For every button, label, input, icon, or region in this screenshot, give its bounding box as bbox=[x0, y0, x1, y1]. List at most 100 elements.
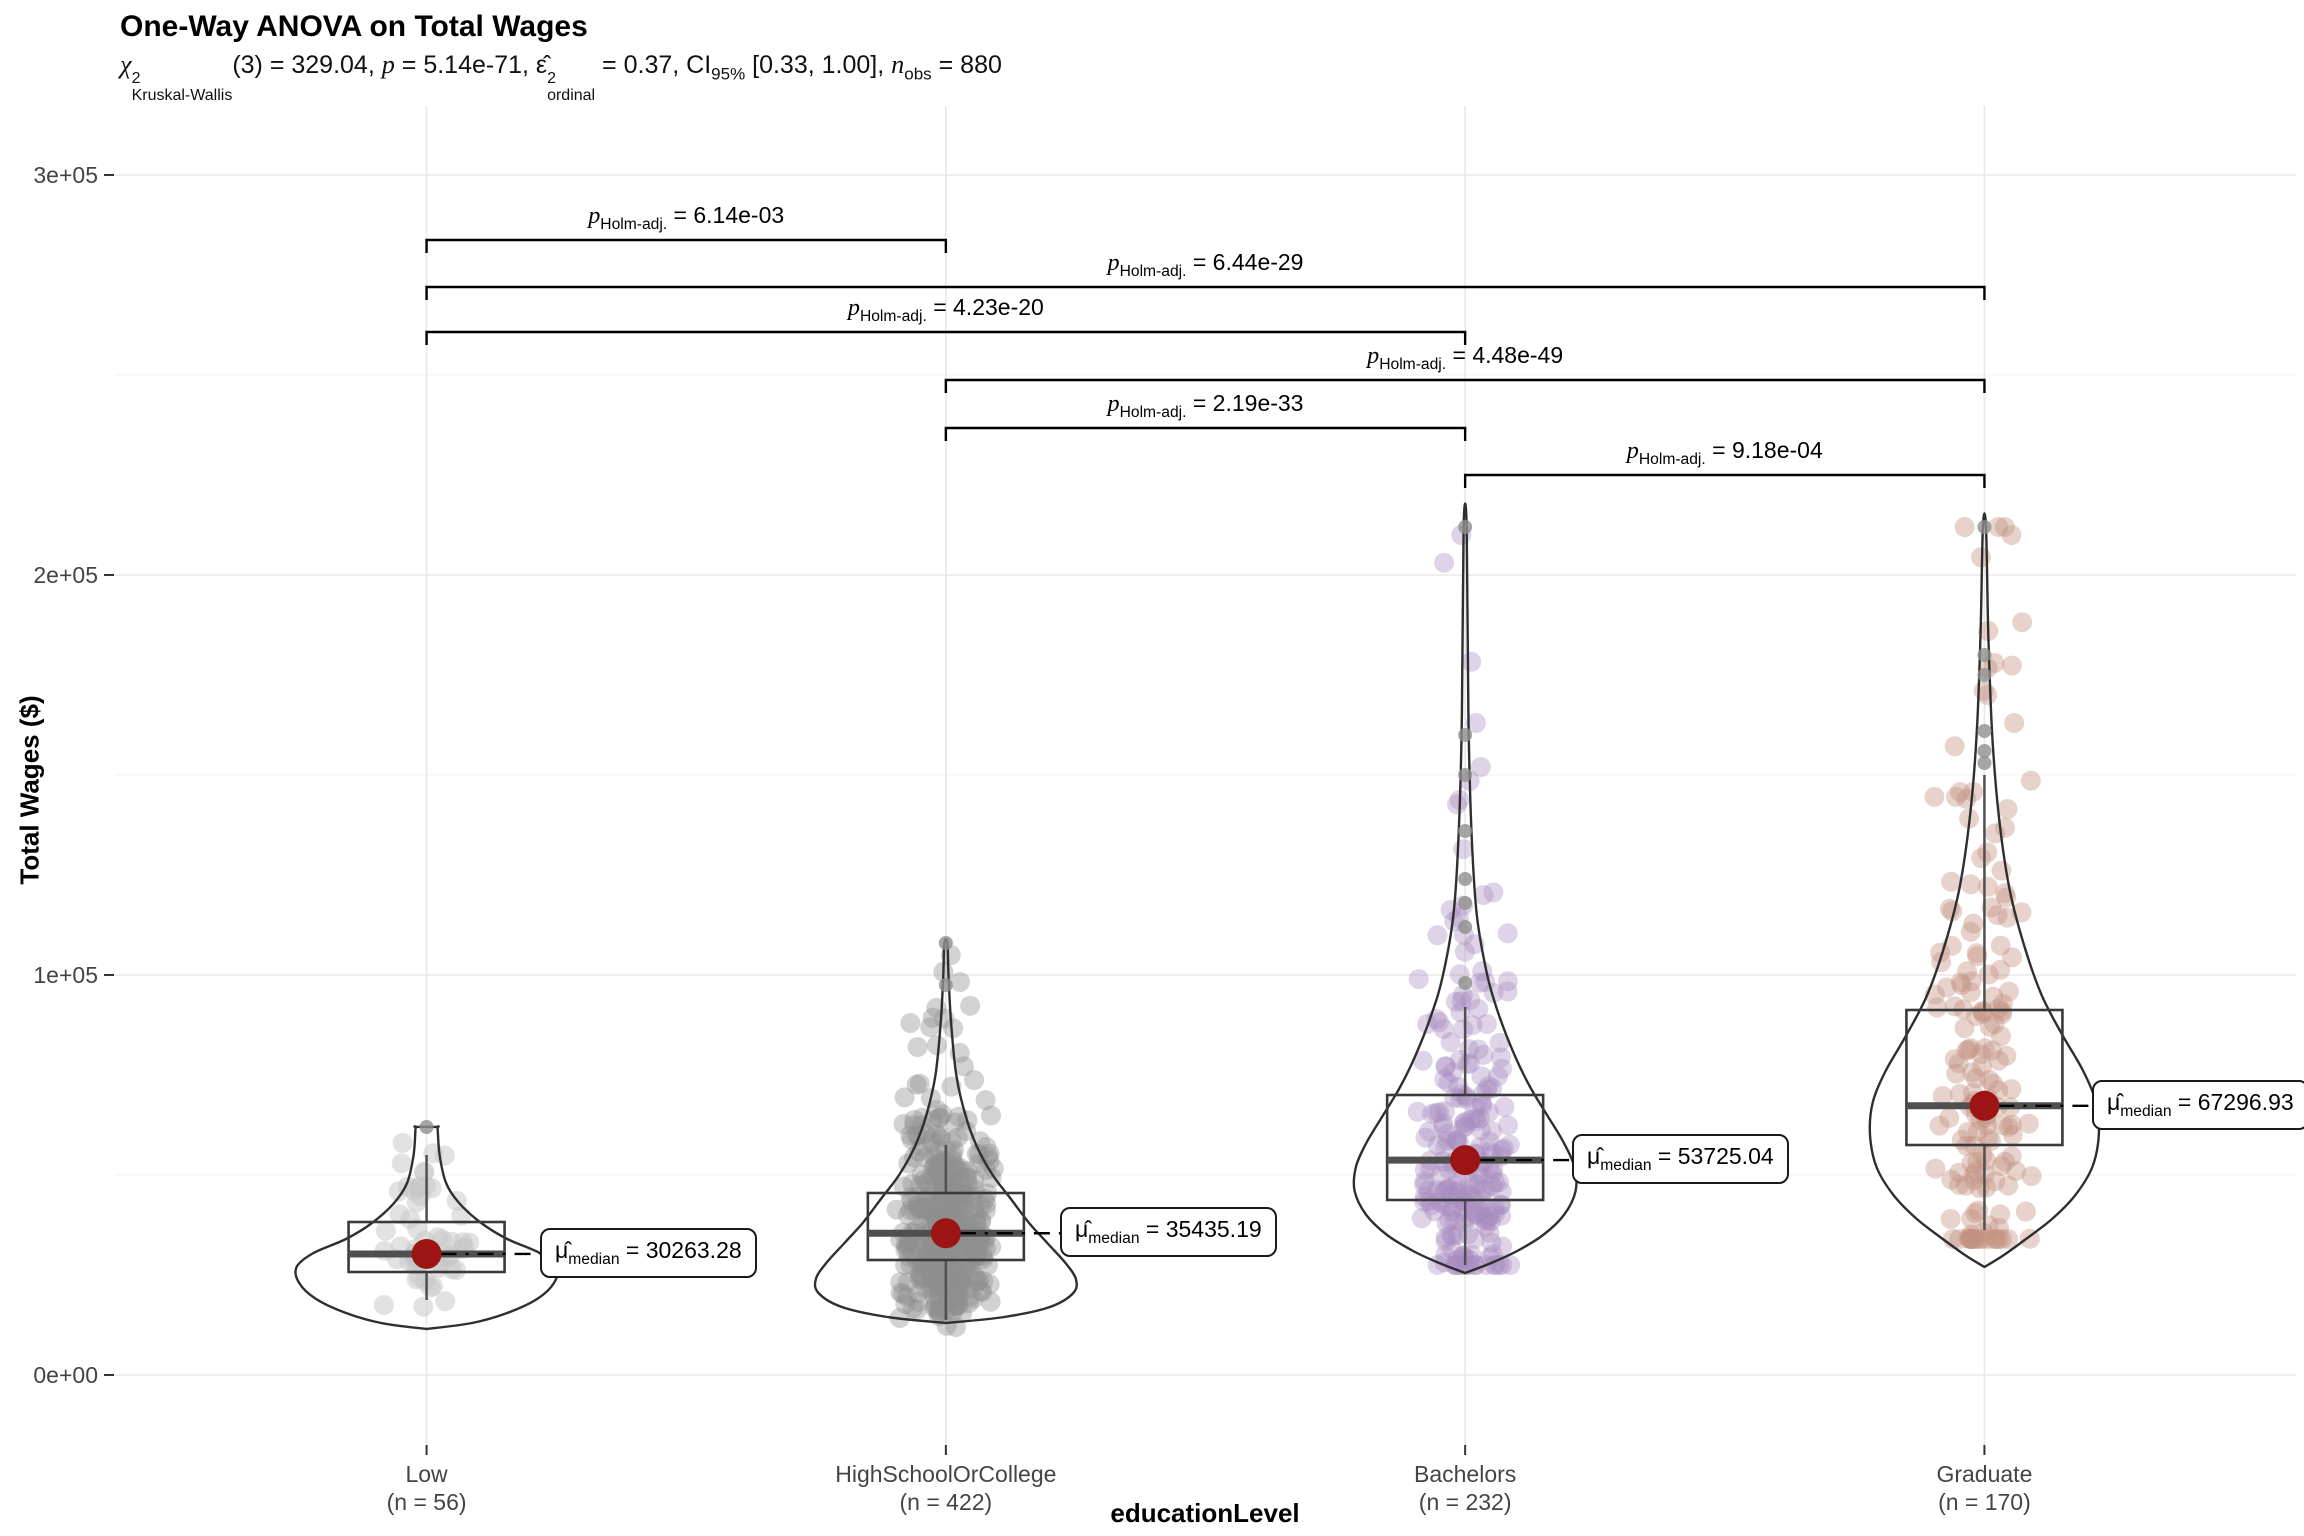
data-point bbox=[953, 1236, 974, 1257]
data-point bbox=[1485, 1172, 1506, 1193]
data-point bbox=[1477, 1210, 1498, 1231]
comparison-bracket bbox=[1463, 473, 1986, 488]
data-point bbox=[937, 1243, 958, 1264]
data-point bbox=[893, 1114, 914, 1134]
data-point bbox=[1990, 959, 2011, 980]
data-point bbox=[1476, 1079, 1497, 1100]
data-point bbox=[934, 1175, 955, 1196]
data-point bbox=[2012, 612, 2033, 633]
data-point bbox=[391, 1153, 412, 1174]
data-point bbox=[1414, 1171, 1435, 1192]
data-point bbox=[934, 1176, 955, 1197]
data-point bbox=[1939, 1107, 1960, 1128]
data-point bbox=[927, 1100, 948, 1120]
data-point bbox=[1437, 1179, 1458, 1200]
data-point bbox=[931, 1126, 952, 1146]
comparison-p-label: pHolm-adj. = 4.23e-20 bbox=[847, 294, 1044, 325]
x-category-label: Graduate (n = 170) bbox=[1936, 1461, 2033, 1515]
data-point bbox=[944, 1160, 965, 1181]
data-point bbox=[1491, 1205, 1512, 1226]
data-point bbox=[902, 1173, 923, 1194]
data-point bbox=[940, 1199, 961, 1220]
data-point bbox=[932, 1263, 953, 1284]
data-point bbox=[1459, 1174, 1480, 1195]
data-point bbox=[1497, 971, 1518, 992]
data-point bbox=[945, 1112, 966, 1133]
data-point bbox=[1412, 1050, 1433, 1071]
data-point bbox=[1494, 1096, 1515, 1117]
data-point bbox=[1965, 1203, 1986, 1223]
data-point bbox=[1979, 1016, 2000, 1037]
data-point bbox=[950, 972, 971, 992]
data-point bbox=[922, 1276, 943, 1297]
data-point bbox=[1481, 1232, 1502, 1253]
data-point bbox=[926, 1159, 947, 1180]
data-point bbox=[1478, 1102, 1499, 1123]
data-point bbox=[1444, 1210, 1465, 1231]
data-point bbox=[907, 1251, 928, 1272]
data-point bbox=[1429, 1102, 1450, 1123]
group-low bbox=[294, 1120, 559, 1331]
data-point bbox=[1450, 1088, 1470, 1109]
data-point bbox=[924, 1297, 945, 1318]
data-point bbox=[1464, 1173, 1485, 1194]
data-point bbox=[1961, 971, 1982, 992]
data-point bbox=[1446, 1250, 1467, 1271]
data-point bbox=[1961, 1224, 1981, 1245]
data-point bbox=[1489, 1255, 1510, 1275]
data-point bbox=[915, 1190, 935, 1211]
comparison-bracket bbox=[425, 238, 948, 253]
data-point bbox=[964, 1070, 985, 1090]
data-point bbox=[957, 1278, 978, 1299]
data-point bbox=[1408, 969, 1429, 990]
data-point bbox=[927, 1164, 948, 1185]
data-point bbox=[1997, 907, 2018, 928]
data-point bbox=[933, 1260, 954, 1281]
data-point bbox=[915, 1234, 936, 1255]
data-point bbox=[1494, 1138, 1515, 1159]
data-point bbox=[914, 1213, 935, 1234]
data-point bbox=[1924, 786, 1945, 807]
data-point bbox=[932, 1186, 953, 1207]
data-point bbox=[956, 1184, 977, 1205]
data-point bbox=[2020, 770, 2041, 791]
data-point bbox=[940, 1198, 961, 1219]
data-point bbox=[1941, 871, 1962, 892]
data-point bbox=[970, 1131, 990, 1152]
data-point bbox=[2006, 1160, 2026, 1181]
data-point bbox=[1472, 1179, 1493, 1200]
data-point bbox=[945, 1186, 966, 1207]
data-point bbox=[926, 1148, 947, 1169]
data-point bbox=[1492, 1058, 1513, 1079]
data-point bbox=[907, 1037, 928, 1057]
data-point bbox=[2001, 1146, 2022, 1167]
data-point bbox=[1453, 1200, 1474, 1221]
box bbox=[347, 1220, 506, 1274]
data-point bbox=[933, 1275, 954, 1296]
data-point bbox=[966, 1205, 987, 1226]
data-point bbox=[1430, 1165, 1451, 1186]
data-point bbox=[1951, 975, 1972, 996]
data-point bbox=[925, 1271, 946, 1292]
data-point bbox=[923, 1242, 944, 1263]
data-point bbox=[904, 1147, 925, 1168]
group-highschoolorcollege bbox=[813, 936, 1078, 1337]
data-point bbox=[1971, 848, 1992, 868]
data-point bbox=[965, 1179, 986, 1200]
data-point bbox=[1460, 1109, 1481, 1130]
data-point bbox=[923, 1157, 944, 1178]
data-point bbox=[1490, 1047, 1511, 1068]
data-point bbox=[911, 1267, 931, 1288]
data-point bbox=[946, 1158, 967, 1179]
data-point bbox=[938, 1173, 959, 1194]
data-point bbox=[925, 1195, 945, 1216]
data-point bbox=[950, 1161, 971, 1182]
data-point bbox=[950, 1272, 971, 1293]
data-point bbox=[1468, 998, 1489, 1019]
data-point bbox=[938, 1287, 959, 1308]
data-point bbox=[930, 1189, 951, 1210]
data-point bbox=[921, 1165, 942, 1186]
outlier-point bbox=[1977, 724, 1992, 738]
data-point bbox=[1969, 1178, 1990, 1198]
data-point bbox=[898, 1235, 918, 1255]
